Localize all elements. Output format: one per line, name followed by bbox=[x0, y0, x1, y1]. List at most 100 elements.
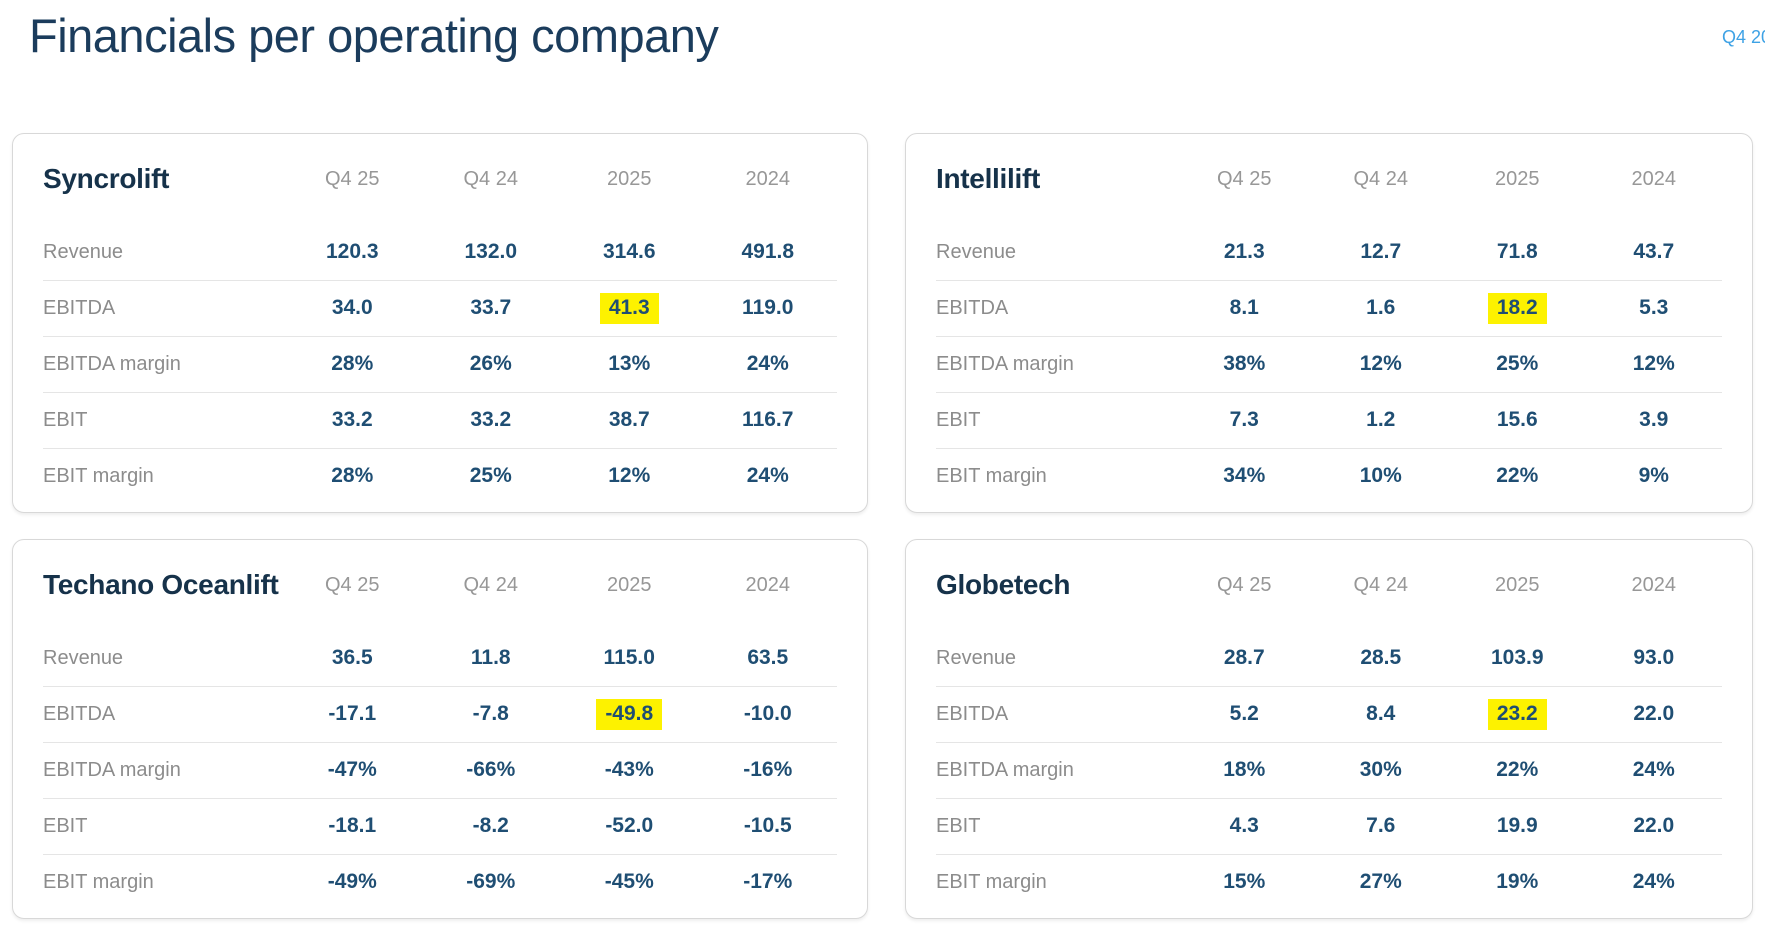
table-cell: 3.9 bbox=[1586, 405, 1723, 436]
table-cell: 5.2 bbox=[1176, 699, 1313, 730]
cell-value: -18.1 bbox=[328, 814, 377, 837]
row-label: EBITDA margin bbox=[43, 353, 181, 375]
metric-row: Revenue 21.3 12.7 71.8 43.7 bbox=[936, 224, 1722, 280]
row-label: EBIT bbox=[43, 815, 88, 837]
table-cell: 1.6 bbox=[1313, 293, 1450, 324]
table-cell: 43.7 bbox=[1586, 237, 1723, 268]
row-label: EBIT margin bbox=[936, 871, 1047, 893]
metric-row: EBIT -18.1 -8.2 -52.0 -10.5 bbox=[43, 798, 837, 854]
row-label: EBITDA bbox=[43, 297, 116, 319]
row-label: EBIT margin bbox=[43, 465, 154, 487]
card-header-row: Syncrolift Q4 25 Q4 24 2025 2024 bbox=[43, 134, 837, 224]
row-label: EBITDA bbox=[936, 703, 1009, 725]
cell-value: 24% bbox=[746, 352, 789, 375]
metric-row: EBITDA -17.1 -7.8 -49.8 -10.0 bbox=[43, 686, 837, 742]
table-cell: 13% bbox=[560, 349, 699, 380]
cell-value: 15% bbox=[1223, 870, 1266, 893]
cell-value: 21.3 bbox=[1223, 239, 1265, 263]
table-cell: 116.7 bbox=[699, 405, 838, 436]
table-cell: 10% bbox=[1313, 461, 1450, 492]
cell-value: 132.0 bbox=[464, 239, 518, 263]
metric-row: EBIT margin -49% -69% -45% -17% bbox=[43, 854, 837, 910]
table-cell: -8.2 bbox=[422, 811, 561, 842]
cell-value: -16% bbox=[743, 758, 793, 781]
table-cell: 33.7 bbox=[422, 293, 561, 324]
table-cell: 30% bbox=[1313, 755, 1450, 786]
table-cell: 24% bbox=[1586, 755, 1723, 786]
column-header: 2024 bbox=[1631, 167, 1677, 190]
table-cell: 38% bbox=[1176, 349, 1313, 380]
table-cell: 103.9 bbox=[1449, 643, 1586, 674]
cell-value: -10.5 bbox=[743, 814, 792, 837]
cell-value: 33.2 bbox=[331, 408, 373, 431]
metric-row: EBIT margin 15% 27% 19% 24% bbox=[936, 854, 1722, 910]
table-cell: 7.6 bbox=[1313, 811, 1450, 842]
cell-value: 13% bbox=[608, 352, 651, 375]
table-cell: -17% bbox=[699, 867, 838, 898]
row-label: Revenue bbox=[43, 240, 124, 263]
cell-value: 19% bbox=[1496, 870, 1539, 893]
highlighted-value: -49.8 bbox=[596, 699, 663, 730]
table-cell: -10.0 bbox=[699, 699, 838, 730]
cell-value: 7.6 bbox=[1366, 814, 1396, 837]
table-cell: -16% bbox=[699, 755, 838, 786]
cell-value: -17.1 bbox=[328, 702, 377, 725]
metric-row: EBITDA margin 38% 12% 25% 12% bbox=[936, 336, 1722, 392]
cell-value: 15.6 bbox=[1496, 408, 1538, 431]
cell-value: 8.4 bbox=[1366, 702, 1396, 725]
row-label: EBITDA margin bbox=[936, 759, 1074, 781]
cell-value: 115.0 bbox=[603, 645, 655, 669]
cell-value: 120.3 bbox=[325, 239, 379, 263]
period-link[interactable]: Q4 20 bbox=[1722, 27, 1765, 47]
cell-value: 8.1 bbox=[1229, 296, 1259, 319]
metric-row: EBIT margin 28% 25% 12% 24% bbox=[43, 448, 837, 504]
metric-row: Revenue 28.7 28.5 103.9 93.0 bbox=[936, 630, 1722, 686]
company-name: Syncrolift bbox=[43, 163, 170, 195]
table-cell: 132.0 bbox=[422, 237, 561, 268]
cell-value: 9% bbox=[1638, 464, 1669, 487]
cell-value: 25% bbox=[1496, 352, 1539, 375]
metric-row: EBITDA margin -47% -66% -43% -16% bbox=[43, 742, 837, 798]
cell-value: -47% bbox=[327, 758, 377, 781]
page-title: Financials per operating company bbox=[29, 9, 719, 62]
cell-value: 30% bbox=[1359, 758, 1402, 781]
cell-value: -7.8 bbox=[472, 702, 509, 725]
table-cell: 15.6 bbox=[1449, 405, 1586, 436]
row-label: Revenue bbox=[43, 646, 124, 669]
cell-value: 5.3 bbox=[1639, 296, 1669, 319]
row-label: EBIT bbox=[43, 409, 88, 431]
table-cell: 93.0 bbox=[1586, 643, 1723, 674]
company-name: Techano Oceanlift bbox=[43, 569, 279, 601]
table-cell: 12% bbox=[1586, 349, 1723, 380]
cell-value: 3.9 bbox=[1639, 408, 1669, 431]
column-header: 2025 bbox=[607, 573, 652, 596]
row-label: EBITDA margin bbox=[43, 759, 181, 781]
table-cell: 19.9 bbox=[1449, 811, 1586, 842]
cell-value: 28.5 bbox=[1360, 645, 1402, 669]
cell-value: 33.2 bbox=[470, 408, 512, 431]
row-label: EBITDA bbox=[936, 297, 1009, 319]
column-header: Q4 24 bbox=[1353, 573, 1408, 596]
table-cell: -52.0 bbox=[560, 811, 699, 842]
table-cell: 24% bbox=[1586, 867, 1723, 898]
metric-row: EBIT 7.3 1.2 15.6 3.9 bbox=[936, 392, 1722, 448]
table-cell: 34.0 bbox=[283, 293, 422, 324]
column-header: 2025 bbox=[1495, 167, 1540, 190]
cell-value: 19.9 bbox=[1496, 814, 1538, 837]
cell-value: 93.0 bbox=[1633, 645, 1675, 669]
table-cell: 22.0 bbox=[1586, 699, 1723, 730]
company-card: Globetech Q4 25 Q4 24 2025 2024 Revenue 28.7 28… bbox=[905, 539, 1753, 919]
cell-value: -66% bbox=[466, 758, 516, 781]
table-cell: 25% bbox=[422, 461, 561, 492]
cell-value: 4.3 bbox=[1229, 814, 1259, 837]
cell-value: 25% bbox=[469, 464, 512, 487]
cell-value: 7.3 bbox=[1229, 408, 1259, 431]
cell-value: 10% bbox=[1359, 464, 1402, 487]
table-cell: -45% bbox=[560, 867, 699, 898]
card-header-row: Techano Oceanlift Q4 25 Q4 24 2025 2024 bbox=[43, 540, 837, 630]
cell-value: 12% bbox=[1632, 352, 1675, 375]
row-label: EBITDA bbox=[43, 703, 116, 725]
cell-value: 43.7 bbox=[1633, 239, 1675, 263]
table-cell: 8.1 bbox=[1176, 293, 1313, 324]
company-name: Intellilift bbox=[936, 163, 1041, 195]
